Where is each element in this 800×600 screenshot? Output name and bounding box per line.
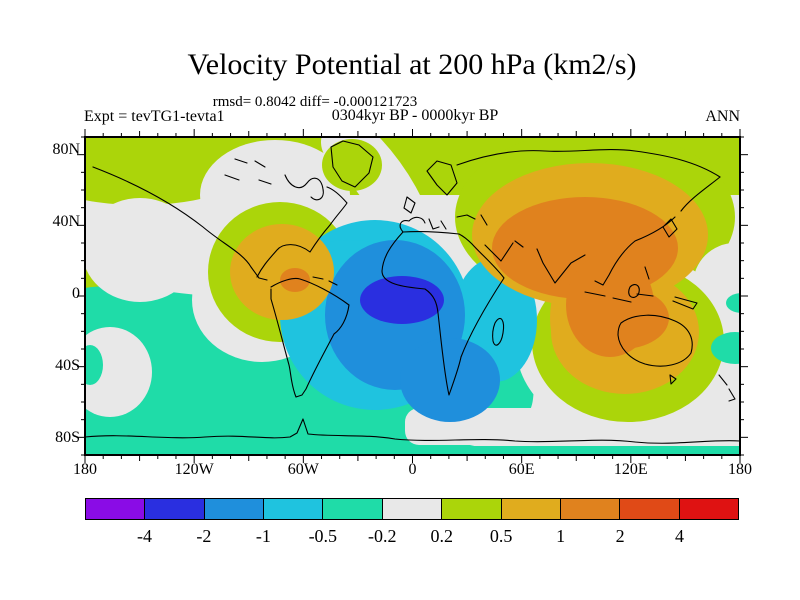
fill-deep-blue-core bbox=[360, 276, 444, 324]
colorbar-labels: -4 -2 -1 -0.5 -0.2 0.2 0.5 1 2 4 bbox=[85, 526, 739, 548]
colorbar-cell-10 bbox=[678, 499, 738, 519]
colorbar-cell-2 bbox=[203, 499, 264, 519]
colorbar-cell-1 bbox=[144, 499, 204, 519]
colorbar-cell-9 bbox=[619, 499, 679, 519]
map-frame bbox=[84, 136, 741, 456]
latitude-axis-labels: 80N 40N 0 40S 80S bbox=[38, 0, 80, 460]
colorbar-cell-5 bbox=[381, 499, 442, 519]
contour-map bbox=[77, 129, 748, 463]
colorbar-label-2: 2 bbox=[615, 526, 625, 546]
fill-teal-blobs bbox=[85, 293, 740, 385]
colorbar-label--2: -2 bbox=[196, 526, 212, 546]
coastlines bbox=[85, 140, 740, 444]
colorbar-cell-4 bbox=[322, 499, 382, 519]
colorbar-cell-8 bbox=[559, 499, 620, 519]
lon-label-6-180: 180 bbox=[728, 461, 752, 478]
lat-label-40N: 40N bbox=[52, 213, 80, 230]
experiment-label: Expt = tevTG1-tevta1 bbox=[84, 108, 225, 125]
colorbar-cell-3 bbox=[263, 499, 323, 519]
lon-label-5-120E: 120E bbox=[613, 461, 648, 478]
lat-label-80S: 80S bbox=[55, 429, 80, 446]
lon-label-4-60E: 60E bbox=[508, 461, 535, 478]
colorbar-cell-0 bbox=[86, 499, 145, 519]
period-line: 0304kyr BP - 0000kyr BP bbox=[331, 107, 499, 124]
colorbar-label-4: 4 bbox=[675, 526, 685, 546]
colorbar-label--0.5: -0.5 bbox=[308, 526, 338, 546]
colorbar-label-0.5: 0.5 bbox=[489, 526, 513, 546]
rmsd-diff-line: rmsd= 0.8042 diff= -0.000121723 bbox=[212, 94, 418, 110]
lon-label-3-0: 0 bbox=[408, 461, 417, 478]
lat-label-80N: 80N bbox=[52, 141, 80, 158]
plot-title: Velocity Potential at 200 hPa (km2/s) bbox=[187, 48, 637, 81]
colorbar-label-0.2: 0.2 bbox=[430, 526, 453, 546]
season-label: ANN bbox=[705, 108, 740, 125]
colorbar-cell-6 bbox=[441, 499, 501, 519]
colorbar-label-1: 1 bbox=[556, 526, 566, 546]
lon-label-1-120W: 120W bbox=[174, 461, 214, 478]
colorbar-label--4: -4 bbox=[136, 526, 152, 546]
colorbar-cell-7 bbox=[500, 499, 560, 519]
fill-orange-cores bbox=[280, 197, 678, 357]
colorbar-label--0.2: -0.2 bbox=[368, 526, 397, 546]
lat-label-0: 0 bbox=[72, 285, 80, 302]
lon-label-0-180: 180 bbox=[73, 461, 97, 478]
lon-label-2-60W: 60W bbox=[287, 461, 319, 478]
colorbar-label--1: -1 bbox=[255, 526, 271, 546]
lat-label-40S: 40S bbox=[55, 357, 80, 374]
colorbar bbox=[85, 498, 739, 520]
longitude-axis-labels: 180 120W 60W 0 60E 120E 180 bbox=[73, 461, 752, 481]
contour-fill-layers bbox=[85, 137, 740, 455]
